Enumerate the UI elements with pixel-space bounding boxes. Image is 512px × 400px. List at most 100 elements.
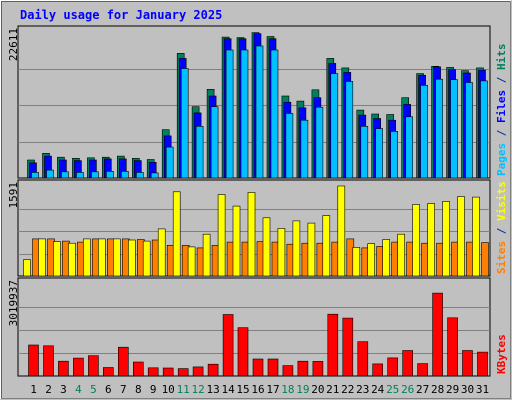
bar-visits-day-21	[322, 215, 331, 277]
x-tick-label-day-21: 21	[326, 383, 339, 396]
legend-entry-top-3: /	[495, 70, 508, 90]
x-tick-label-day-15: 15	[236, 383, 249, 396]
bar-visits-day-30	[457, 196, 465, 277]
x-tick-label-day-6: 6	[105, 383, 112, 396]
x-tick-label-day-22: 22	[341, 383, 354, 396]
bar-pages-day-2	[46, 169, 54, 179]
panel-mid: 1591 Sites / Visits	[7, 179, 508, 277]
bar-kbytes-day-7	[118, 346, 129, 377]
bar-kbytes-day-15	[237, 327, 249, 377]
x-tick-label-day-5: 5	[90, 383, 97, 396]
x-tick-label-day-12: 12	[191, 383, 204, 396]
bar-visits-day-11	[172, 191, 181, 277]
bar-pages-day-12	[195, 126, 204, 179]
bar-visits-day-25	[382, 239, 391, 277]
side-legend-bot: KBytes	[495, 334, 508, 374]
bar-pages-day-22	[345, 81, 354, 179]
bar-pages-day-20	[315, 106, 324, 179]
bar-pages-day-30	[465, 82, 473, 179]
x-tick-label-day-9: 9	[150, 383, 157, 396]
bar-kbytes-day-18	[282, 365, 294, 377]
bar-kbytes-day-8	[133, 361, 144, 377]
legend-entry-top-2: Files	[495, 90, 508, 123]
bar-kbytes-day-6	[103, 367, 114, 377]
bar-pages-day-13	[210, 106, 219, 179]
bar-pages-day-17	[270, 49, 279, 179]
bar-kbytes-day-29	[447, 317, 458, 377]
panel-top: 22611 Pages / Files / Hits	[7, 25, 508, 179]
bar-visits-day-3	[53, 241, 61, 277]
bar-kbytes-day-1	[28, 344, 39, 377]
x-axis-labels: 1 2 3 4 5 6 7 8 9 10 11 12 13 14 15 16 17 18 19 20 21 22 23 24 2…	[30, 383, 489, 396]
bar-visits-day-7	[113, 238, 121, 277]
bar-pages-day-11	[180, 68, 189, 179]
bar-pages-day-7	[121, 171, 129, 179]
bar-kbytes-day-16	[252, 358, 264, 377]
bar-visits-day-20	[307, 222, 316, 277]
x-tick-label-day-29: 29	[446, 383, 459, 396]
bar-visits-day-23	[352, 247, 361, 277]
max-value-label-top: 22611	[7, 28, 20, 61]
bar-pages-day-14	[225, 49, 234, 179]
x-tick-label-day-1: 1	[30, 383, 37, 396]
bar-pages-day-27	[420, 85, 428, 179]
bar-pages-day-3	[61, 171, 69, 179]
bar-kbytes-day-31	[477, 351, 488, 377]
x-tick-label-day-16: 16	[251, 383, 264, 396]
legend-entry-top-1: /	[495, 123, 508, 143]
bar-kbytes-day-17	[267, 358, 279, 377]
bar-kbytes-day-13	[207, 363, 219, 377]
x-tick-label-day-18: 18	[281, 383, 294, 396]
bar-kbytes-day-11	[177, 368, 189, 377]
bar-visits-day-4	[68, 242, 76, 277]
bar-visits-day-18	[277, 228, 286, 277]
x-tick-label-day-7: 7	[120, 383, 127, 396]
bar-kbytes-day-27	[417, 363, 428, 377]
legend-entry-top-4: Hits	[495, 44, 508, 71]
bar-kbytes-day-20	[312, 361, 324, 377]
bar-visits-day-29	[442, 201, 450, 277]
bar-pages-day-6	[106, 171, 114, 179]
x-tick-label-day-23: 23	[356, 383, 369, 396]
x-tick-label-day-10: 10	[162, 383, 175, 396]
bar-kbytes-day-19	[297, 360, 309, 377]
bar-kbytes-day-4	[73, 357, 84, 377]
bar-pages-day-28	[435, 78, 443, 179]
x-tick-label-day-27: 27	[416, 383, 429, 396]
x-tick-label-day-28: 28	[431, 383, 444, 396]
bar-visits-day-13	[202, 233, 211, 277]
bar-visits-day-8	[128, 239, 136, 277]
x-tick-label-day-25: 25	[386, 383, 399, 396]
bar-visits-day-9	[142, 240, 151, 277]
panel-bot: 3019937 KBytes	[7, 277, 508, 377]
bar-sites-day-31	[481, 242, 489, 277]
bar-pages-day-31	[480, 80, 488, 179]
bar-pages-day-16	[255, 45, 264, 179]
bar-pages-day-1	[31, 172, 39, 179]
bar-kbytes-day-10	[162, 367, 174, 377]
x-tick-label-day-11: 11	[177, 383, 190, 396]
bar-kbytes-day-3	[58, 360, 69, 377]
chart-panels: 22611 Pages / Files / Hits 1591 Sites / Vis…	[7, 25, 508, 377]
bar-visits-day-5	[83, 238, 91, 277]
bar-pages-day-26	[405, 116, 414, 179]
bar-kbytes-day-5	[88, 355, 99, 377]
x-tick-label-day-30: 30	[461, 383, 474, 396]
bar-visits-day-16	[247, 192, 256, 277]
bar-visits-day-10	[157, 228, 166, 277]
x-tick-label-day-26: 26	[401, 383, 414, 396]
bar-visits-day-15	[232, 205, 241, 277]
bar-pages-day-24	[375, 128, 384, 179]
x-tick-label-day-24: 24	[371, 383, 385, 396]
bar-visits-day-1	[23, 259, 31, 277]
chart-title: Daily usage for January 2025	[20, 8, 222, 22]
bar-kbytes-day-22	[342, 317, 354, 377]
x-tick-label-day-13: 13	[206, 383, 219, 396]
bar-pages-day-29	[450, 79, 458, 179]
bar-kbytes-day-25	[387, 357, 399, 377]
bar-pages-day-25	[390, 131, 399, 179]
x-tick-label-day-31: 31	[476, 383, 489, 396]
x-tick-label-day-20: 20	[311, 383, 324, 396]
x-tick-label-day-3: 3	[60, 383, 67, 396]
